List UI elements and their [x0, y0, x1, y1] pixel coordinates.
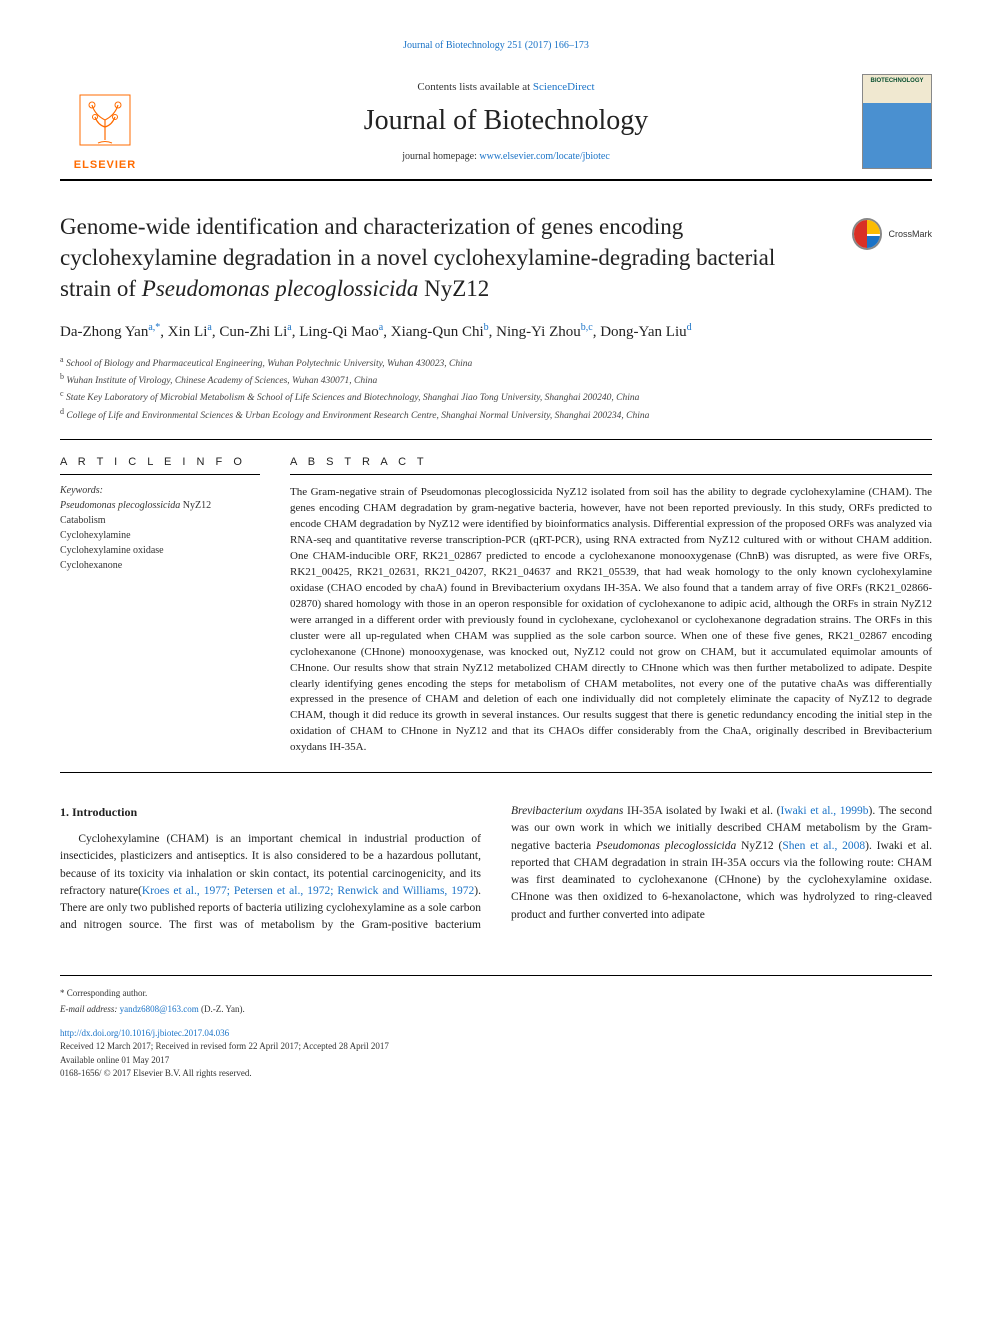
citation-link[interactable]: Kroes et al., 1977; Petersen et al., 197…	[142, 885, 474, 897]
online-line: Available online 01 May 2017	[60, 1054, 932, 1068]
authors-list: Da-Zhong Yana,*, Xin Lia, Cun-Zhi Lia, L…	[60, 320, 932, 344]
intro-heading: 1. Introduction	[60, 803, 481, 821]
journal-cover-thumbnail[interactable]: BIOTECHNOLOGY	[862, 74, 932, 169]
sciencedirect-link[interactable]: ScienceDirect	[533, 81, 595, 93]
citation-link[interactable]: Iwaki et al., 1999b	[780, 805, 868, 817]
email-link[interactable]: yandz6808@163.com	[120, 1004, 199, 1014]
elsevier-tree-icon	[70, 85, 140, 155]
publisher-name: ELSEVIER	[74, 159, 136, 171]
doi-link[interactable]: http://dx.doi.org/10.1016/j.jbiotec.2017…	[60, 1028, 229, 1038]
journal-homepage-link[interactable]: www.elsevier.com/locate/jbiotec	[479, 151, 609, 162]
keywords-list: Pseudomonas plecoglossicida NyZ12Catabol…	[60, 498, 260, 573]
crossmark-icon	[852, 218, 882, 250]
article-title: Genome-wide identification and character…	[60, 211, 832, 304]
email-line: E-mail address: yandz6808@163.com (D.-Z.…	[60, 1003, 932, 1017]
corresponding-author: * Corresponding author.	[60, 987, 932, 1001]
contents-line: Contents lists available at ScienceDirec…	[150, 81, 862, 93]
publisher-logo[interactable]: ELSEVIER	[60, 71, 150, 171]
dates-line: Received 12 March 2017; Received in revi…	[60, 1040, 932, 1054]
article-info-label: A R T I C L E I N F O	[60, 456, 260, 468]
intro-paragraph-1: Cyclohexylamine (CHAM) is an important c…	[60, 803, 932, 935]
abstract-label: A B S T R A C T	[290, 456, 932, 468]
crossmark-badge[interactable]: CrossMark	[852, 211, 932, 256]
page-footer: * Corresponding author. E-mail address: …	[60, 975, 932, 1081]
masthead: ELSEVIER Contents lists available at Sci…	[60, 71, 932, 181]
header-citation[interactable]: Journal of Biotechnology 251 (2017) 166–…	[60, 40, 932, 51]
abstract-text: The Gram-negative strain of Pseudomonas …	[290, 485, 932, 756]
citation-link[interactable]: Shen et al., 2008	[782, 840, 865, 852]
keywords-label: Keywords:	[60, 485, 260, 496]
introduction-section: 1. Introduction Cyclohexylamine (CHAM) i…	[60, 803, 932, 935]
copyright-line: 0168-1656/ © 2017 Elsevier B.V. All righ…	[60, 1067, 932, 1081]
affiliations: a School of Biology and Pharmaceutical E…	[60, 354, 932, 424]
journal-name: Journal of Biotechnology	[150, 105, 862, 137]
homepage-line: journal homepage: www.elsevier.com/locat…	[150, 151, 862, 162]
